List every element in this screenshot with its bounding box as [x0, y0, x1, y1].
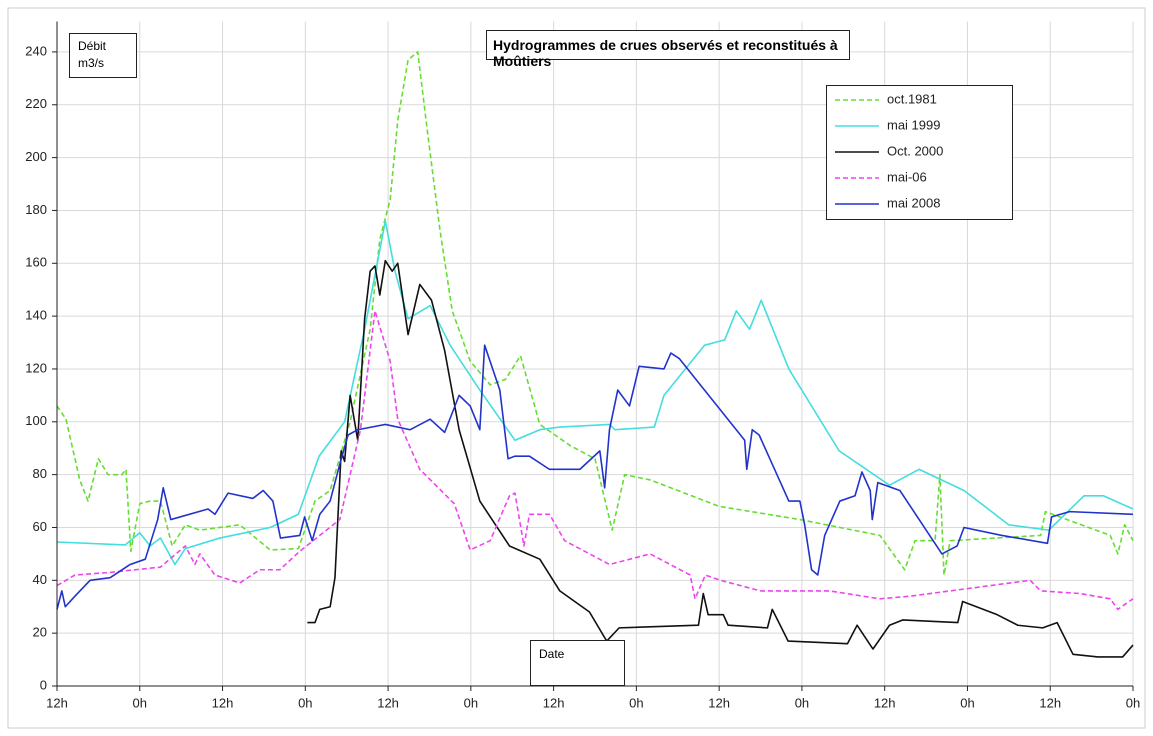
y-tick-label: 240 [25, 43, 47, 58]
y-tick-label: 100 [25, 413, 47, 428]
x-axis-label: Date [530, 640, 625, 686]
legend-label: mai 2008 [887, 195, 940, 210]
chart-title: Hydrogrammes de crues observés et recons… [486, 30, 850, 69]
x-tick-label: 12h [1039, 695, 1061, 710]
legend: oct.1981 mai 1999 Oct. 2000 mai-06 mai 2008 [826, 85, 1013, 220]
x-tick-label: 0h [298, 695, 312, 710]
x-tick-label: 12h [377, 695, 399, 710]
y-axis-label: Débit m3/s [69, 33, 137, 78]
y-tick-label: 80 [33, 466, 47, 481]
y-tick-label: 220 [25, 96, 47, 111]
x-tick-label: 0h [629, 695, 643, 710]
y-tick-label: 160 [25, 255, 47, 270]
y-tick-label: 0 [40, 677, 47, 692]
legend-label: mai-06 [887, 169, 927, 184]
x-tick-label: 12h [543, 695, 565, 710]
y-tick-label: 20 [33, 625, 47, 640]
x-tick-label: 0h [1126, 695, 1140, 710]
series-line [56, 344, 1134, 610]
y-tick-label: 140 [25, 308, 47, 323]
y-tick-label: 60 [33, 519, 47, 534]
x-tick-label: 12h [46, 695, 68, 710]
series-line [56, 51, 1134, 576]
y-tick-label: 120 [25, 360, 47, 375]
lines [56, 51, 1134, 658]
axes: 0 20 40 60 80 100 120 140 160 180 200 220 240 12h 0h 12… [25, 21, 1140, 710]
x-tick-label: 0h [464, 695, 478, 710]
x-tick-label: 12h [708, 695, 730, 710]
legend-label: Oct. 2000 [887, 143, 943, 158]
chart-frame [7, 7, 1146, 729]
y-tick-label: 40 [33, 572, 47, 587]
series-line [307, 259, 1134, 658]
x-tick-label: 12h [874, 695, 896, 710]
y-tick-label: 200 [25, 149, 47, 164]
x-tick-label: 0h [960, 695, 974, 710]
x-tick-label: 0h [133, 695, 147, 710]
x-tick-label: 0h [795, 695, 809, 710]
x-tick-label: 12h [212, 695, 234, 710]
legend-items: oct.1981 mai 1999 Oct. 2000 mai-06 mai 2008 [835, 91, 943, 210]
series-line [56, 310, 1134, 611]
series-line [56, 220, 1134, 566]
legend-label: mai 1999 [887, 117, 940, 132]
legend-label: oct.1981 [887, 91, 937, 106]
y-tick-label: 180 [25, 202, 47, 217]
